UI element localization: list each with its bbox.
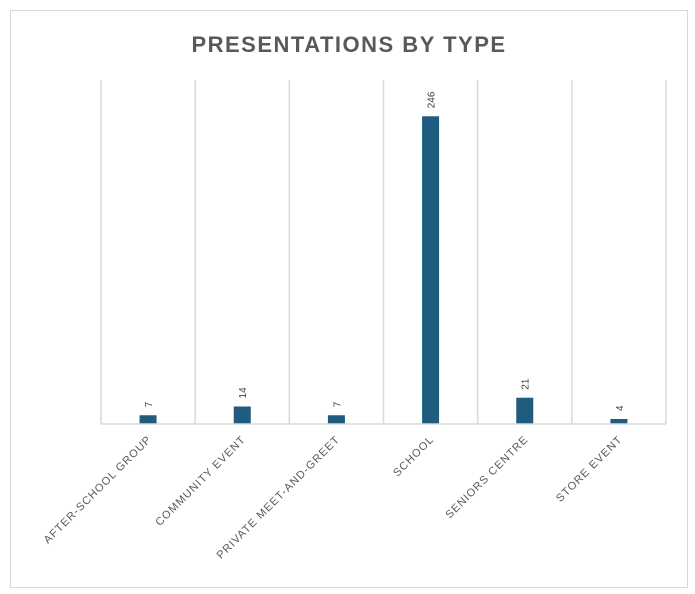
data-label: 4 bbox=[615, 405, 626, 411]
data-label: 246 bbox=[427, 91, 438, 108]
chart-title: PRESENTATIONS BY TYPE bbox=[191, 32, 506, 57]
x-tick-label: AFTER-SCHOOL GROUP bbox=[42, 434, 155, 547]
x-tick-label: STORE EVENT bbox=[554, 434, 625, 505]
gridlines bbox=[100, 80, 667, 424]
data-label: 14 bbox=[238, 387, 249, 399]
data-label: 7 bbox=[144, 401, 155, 407]
bar bbox=[327, 415, 345, 424]
data-label: 21 bbox=[521, 378, 532, 390]
bar bbox=[610, 418, 628, 424]
chart-frame bbox=[10, 10, 688, 588]
x-tick-label: COMMUNITY EVENT bbox=[153, 434, 248, 529]
x-tick-labels: AFTER-SCHOOL GROUP COMMUNITY EVENTPRIVATE… bbox=[42, 434, 625, 562]
bar bbox=[139, 415, 157, 424]
bars bbox=[139, 116, 628, 424]
x-tick-label: SENIORS CENTRE bbox=[443, 434, 531, 522]
data-label: 7 bbox=[332, 401, 343, 407]
bar bbox=[422, 116, 440, 424]
bar bbox=[233, 406, 251, 424]
bar bbox=[516, 397, 534, 424]
data-labels: 7 14 7 246 21 4 bbox=[144, 91, 626, 411]
x-tick-label: SCHOOL bbox=[391, 434, 437, 480]
